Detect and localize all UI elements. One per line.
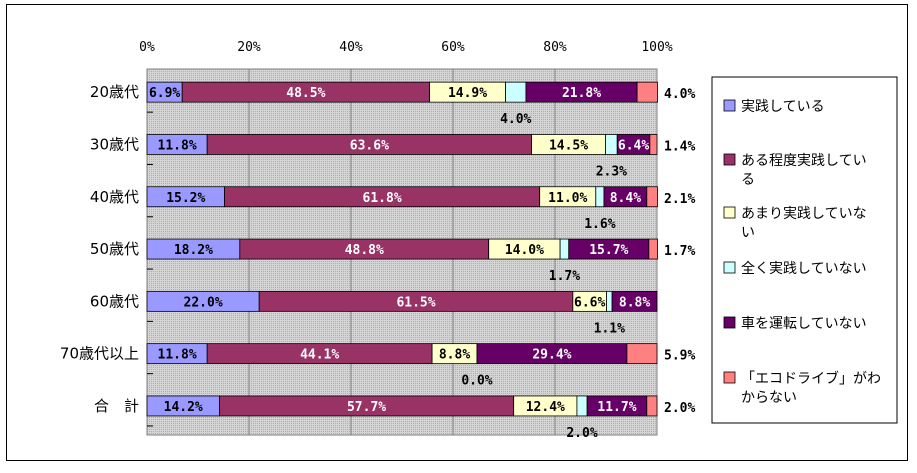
category-label: 70歳代以上 [60, 345, 139, 363]
data-label-below: 2.0% [566, 426, 597, 441]
legend-label: からない [741, 390, 797, 406]
category-label: 合 計 [94, 397, 139, 415]
data-label: 8.4% [610, 191, 641, 206]
legend-box [711, 76, 898, 424]
data-label-right: 1.4% [664, 139, 695, 154]
legend-label: 実践している [741, 99, 825, 115]
data-label: 48.8% [345, 243, 384, 258]
bar-segment [595, 186, 605, 208]
bar-segment [626, 343, 658, 365]
data-label: 61.8% [363, 191, 402, 206]
data-label: 12.4% [526, 400, 565, 415]
legend-label: あまり実践していな [741, 206, 867, 222]
data-label: 29.4% [532, 348, 571, 363]
data-label: 6.9% [149, 86, 180, 101]
data-label: 14.0% [505, 243, 544, 258]
data-label-right: 5.9% [664, 349, 695, 364]
data-label: 11.8% [158, 138, 197, 153]
data-label: 8.8% [619, 295, 650, 310]
bar-segment [646, 186, 658, 208]
x-tick-label: 80% [543, 40, 567, 55]
data-label: 63.6% [350, 138, 389, 153]
data-label: 14.2% [164, 400, 203, 415]
bar-segment [611, 290, 658, 312]
data-label-below: 2.3% [596, 164, 627, 179]
data-label: 14.9% [448, 86, 487, 101]
data-label: 15.7% [589, 243, 628, 258]
data-label: 6.6% [574, 295, 605, 310]
legend-label: る [741, 172, 755, 188]
category-label: 20歳代 [90, 83, 139, 101]
x-tick-label: 0% [139, 40, 155, 55]
legend-swatch [723, 371, 736, 384]
data-label: 11.8% [158, 348, 197, 363]
data-label-below: 1.7% [549, 269, 580, 284]
category-label: 40歳代 [90, 188, 139, 206]
data-label-below: 0.0% [461, 374, 492, 389]
data-label-below: 1.6% [584, 217, 615, 232]
data-label: 14.5% [549, 138, 588, 153]
legend-label: ある程度実践してい [741, 153, 867, 169]
data-label-below: 4.0% [500, 112, 531, 127]
data-label: 48.5% [286, 86, 325, 101]
bar-segment [649, 134, 658, 155]
category-label: 30歳代 [90, 135, 139, 153]
legend-swatch [723, 153, 736, 166]
data-label: 11.7% [597, 400, 636, 415]
bar-segment [505, 81, 527, 103]
bar-segment [646, 395, 658, 417]
x-tick-label: 40% [339, 40, 363, 55]
category-label: 50歳代 [90, 240, 139, 258]
data-label: 57.7% [347, 400, 386, 415]
bar-segment [576, 395, 588, 417]
data-label: 44.1% [300, 348, 339, 363]
data-label-right: 4.0% [664, 87, 695, 102]
data-label: 61.5% [396, 295, 435, 310]
legend-label: 全く実践していない [741, 260, 867, 277]
data-label-right: 2.0% [664, 401, 695, 416]
data-label: 11.0% [548, 191, 587, 206]
legend-label: い [741, 225, 755, 241]
legend-swatch [723, 99, 736, 112]
data-label: 18.2% [174, 243, 213, 258]
legend-swatch [723, 316, 736, 329]
x-tick-label: 100% [641, 40, 672, 55]
legend-swatch [723, 206, 736, 219]
bar-segment [606, 290, 613, 312]
legend-label: 車を運転していない [741, 315, 867, 332]
legend-swatch [723, 261, 736, 274]
bar-segment [605, 134, 618, 155]
data-label: 6.4% [618, 138, 649, 153]
data-label-below: 1.1% [594, 321, 625, 336]
data-label: 8.8% [439, 348, 470, 363]
data-label: 22.0% [184, 295, 223, 310]
bar-segment [636, 81, 658, 103]
chart-frame: 0% 20% 40% 60% 80% 100% 20歳代 30歳代 40歳代 50歳代 60歳代 70… [6, 4, 908, 461]
data-label-right: 1.7% [664, 244, 695, 259]
legend-label: 「エコドライブ」がわ [741, 370, 881, 387]
category-label: 60歳代 [90, 292, 139, 310]
data-label: 15.2% [166, 191, 205, 206]
stacked-bar-chart: 0% 20% 40% 60% 80% 100% 20歳代 30歳代 40歳代 50歳代 60歳代 70… [60, 40, 898, 441]
bar-segment [648, 238, 658, 260]
x-tick-label: 60% [441, 40, 465, 55]
data-label-right: 2.1% [664, 192, 695, 207]
bar-segment [559, 238, 570, 260]
data-label: 21.8% [562, 86, 601, 101]
x-tick-label: 20% [237, 40, 261, 55]
